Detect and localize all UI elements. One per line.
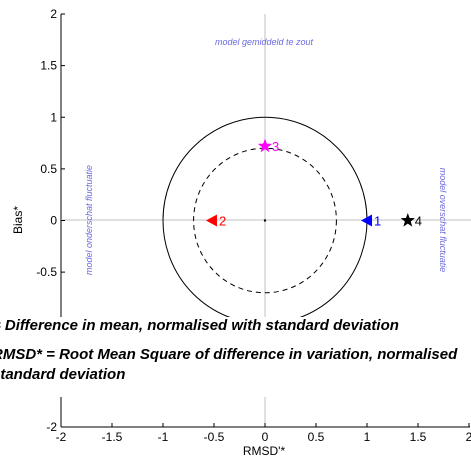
triangle-marker (205, 214, 217, 227)
star-marker (400, 213, 415, 227)
x-tick-label: 1 (364, 430, 371, 444)
annotation-left: model onderschat fluctuatie (84, 165, 94, 275)
x-axis-label: RMSD'* (243, 444, 286, 458)
definition-overlay: = Difference in mean, normalised with st… (0, 317, 471, 397)
y-tick-label: -2 (46, 420, 57, 434)
x-tick-label: 0 (262, 430, 269, 444)
point-label: 1 (374, 214, 381, 229)
annotation-top: model gemiddeld te zout (215, 37, 314, 47)
point-label: 4 (415, 214, 422, 229)
x-tick-label: 0.5 (308, 430, 325, 444)
annotation-right: model overschat fluctuatie (438, 168, 448, 273)
x-tick-label: -1.5 (102, 430, 123, 444)
x-tick-label: 2 (466, 430, 471, 444)
point-label: 3 (272, 139, 279, 154)
data-points: 1 2 3 4 (205, 138, 422, 229)
star-marker (257, 138, 273, 153)
origin-dot (263, 219, 267, 222)
definition-bias: = Difference in mean, normalised with st… (0, 317, 399, 334)
y-tick-label: 2 (50, 7, 57, 21)
y-tick-label: 1.5 (40, 59, 57, 73)
definition-rmsd-cont: standard deviation (0, 366, 126, 383)
x-tick-label: -2 (56, 430, 67, 444)
triangle-marker (361, 214, 372, 227)
x-tick-label: -1 (158, 430, 169, 444)
y-tick-label: 0 (50, 214, 57, 228)
definition-rmsd: RMSD* = Root Mean Square of difference i… (0, 346, 458, 363)
y-tick-label: 0.5 (40, 162, 57, 176)
point-label: 2 (219, 214, 226, 229)
y-tick-label: -0.5 (36, 265, 57, 279)
x-tick-label: 1.5 (410, 430, 427, 444)
x-tick-label: -0.5 (204, 430, 225, 444)
y-axis-label: Bias* (11, 206, 25, 234)
y-tick-label: 1 (50, 110, 57, 124)
